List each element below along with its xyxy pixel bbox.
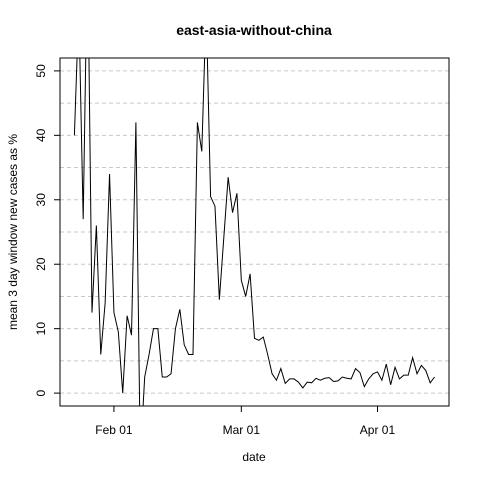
y-tick-label: 10 [34,322,48,336]
x-tick-label: Mar 01 [223,423,261,437]
y-tick-label: 40 [34,128,48,142]
plot-area [60,58,449,406]
y-tick-label: 50 [34,64,48,78]
plot-box [59,57,450,407]
y-tick-label: 20 [34,257,48,271]
y-axis-label: mean 3 day window new cases as % [6,134,20,330]
chart-title: east-asia-without-china [176,22,332,38]
x-tick-label: Apr 01 [360,423,396,437]
y-tick-label: 0 [34,389,48,396]
x-tick-label: Feb 01 [95,423,133,437]
y-tick-label: 30 [34,193,48,207]
data-line [73,58,435,406]
x-axis-label: date [242,450,266,464]
